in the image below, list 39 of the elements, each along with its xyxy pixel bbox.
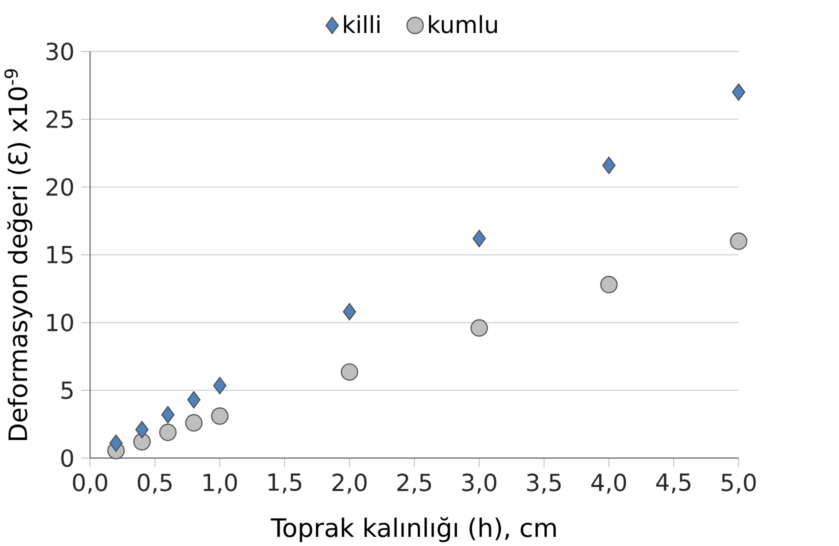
legend-label: kumlu: [428, 15, 497, 34]
point: [185, 414, 203, 432]
x-tick-label: 1,5: [268, 474, 302, 494]
point: [730, 232, 748, 250]
y-tick-label: 25: [46, 110, 73, 128]
point: [187, 391, 200, 409]
point: [133, 433, 151, 451]
point: [342, 303, 356, 321]
point: [602, 156, 616, 174]
y-tick-label: 5: [61, 382, 73, 400]
point: [340, 364, 358, 381]
point: [159, 424, 177, 442]
x-tick-label: 3,5: [527, 474, 561, 494]
point: [135, 421, 149, 439]
point: [213, 377, 226, 394]
point: [161, 406, 175, 424]
x-tick-label: 3,0: [462, 474, 496, 494]
point: [600, 276, 618, 294]
y-axis-title: Deformasyon değeri (Ɛ) x10$^{-9}$: [4, 69, 32, 440]
point: [109, 434, 123, 452]
point: [211, 408, 228, 425]
y-tick-label: 15: [47, 246, 73, 264]
x-axis-title: Toprak kalınlığı (h), cm: [270, 517, 556, 542]
x-tick-label: 4,0: [591, 474, 626, 494]
y-tick-label: 30: [46, 42, 74, 61]
legend-label: killi: [344, 15, 380, 34]
point: [470, 319, 488, 337]
y-tick-label: 10: [47, 314, 74, 332]
x-tick-label: 4,5: [656, 474, 690, 494]
y-tick-label: 20: [46, 178, 74, 196]
x-tick-label: 0,0: [72, 474, 108, 494]
x-tick-label: 2,5: [397, 474, 431, 494]
point: [472, 230, 486, 248]
x-tick-label: 1,0: [204, 474, 237, 494]
x-tick-label: 2,0: [332, 474, 367, 494]
y-tick-label: 0: [61, 449, 74, 468]
x-tick-label: 0,5: [138, 474, 172, 494]
point: [732, 84, 746, 102]
x-tick-label: 5,0: [722, 474, 756, 494]
